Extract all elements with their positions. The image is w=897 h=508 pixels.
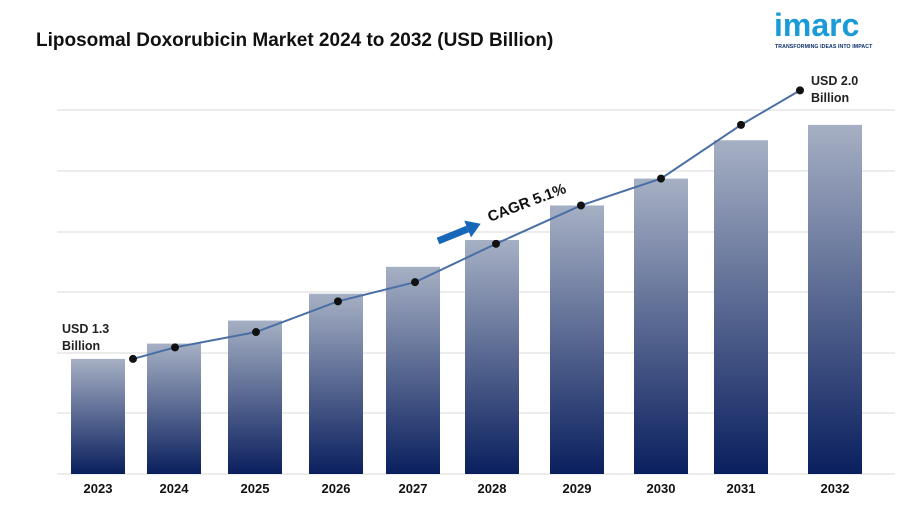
start-value-label-line2: Billion (62, 339, 100, 353)
cagr-arrow (436, 220, 481, 245)
x-tick-label-2024: 2024 (160, 481, 190, 496)
bar-2027 (386, 266, 440, 474)
bar-2024 (147, 343, 201, 474)
x-tick-label-2026: 2026 (322, 481, 351, 496)
trend-point-2024 (171, 343, 179, 352)
trend-point-2032 (796, 86, 804, 95)
end-value-label-line2: Billion (811, 91, 849, 105)
trend-point-2028 (492, 239, 500, 248)
trend-point-2030 (657, 174, 665, 183)
cagr-arrow-shaft (436, 225, 469, 245)
bar-2029 (550, 205, 604, 475)
x-tick-labels: 2023 2024 2025 2026 2027 2028 2029 2030 2031 2032 (84, 481, 850, 496)
chart-title: Liposomal Doxorubicin Market 2024 to 203… (36, 30, 554, 51)
trend-point-2031 (737, 120, 745, 129)
bar-2028 (465, 239, 519, 474)
trend-point-2026 (334, 297, 342, 306)
x-tick-label-2031: 2031 (727, 481, 756, 496)
logo-tagline: TRANSFORMING IDEAS INTO IMPACT (775, 44, 873, 50)
bar-2030 (634, 178, 688, 474)
trend-line-group (129, 86, 804, 363)
bar-2025 (228, 320, 282, 474)
bar-2026 (309, 293, 363, 474)
bar-2031 (714, 140, 768, 474)
trend-point-2025 (252, 328, 260, 337)
imarc-logo: imarc TRANSFORMING IDEAS INTO IMPACT (774, 8, 886, 56)
start-value-label-line1: USD 1.3 (62, 322, 109, 336)
x-tick-label-2028: 2028 (478, 481, 507, 496)
trend-point-2029 (577, 201, 585, 210)
trend-point-2023 (129, 354, 137, 363)
trend-line (132, 89, 801, 360)
x-tick-label-2027: 2027 (399, 481, 428, 496)
logo-wordmark: imarc (774, 7, 860, 43)
x-tick-label-2029: 2029 (563, 481, 592, 496)
end-value-label-line1: USD 2.0 (811, 74, 858, 88)
bar-2023 (71, 358, 125, 474)
bar-2032 (808, 124, 862, 475)
x-tick-label-2025: 2025 (241, 481, 270, 496)
bars (71, 124, 862, 475)
x-tick-label-2030: 2030 (647, 481, 676, 496)
x-tick-label-2023: 2023 (84, 481, 113, 496)
cagr-arrow-head (464, 220, 481, 238)
x-tick-label-2032: 2032 (821, 481, 850, 496)
trend-point-2027 (411, 278, 419, 287)
